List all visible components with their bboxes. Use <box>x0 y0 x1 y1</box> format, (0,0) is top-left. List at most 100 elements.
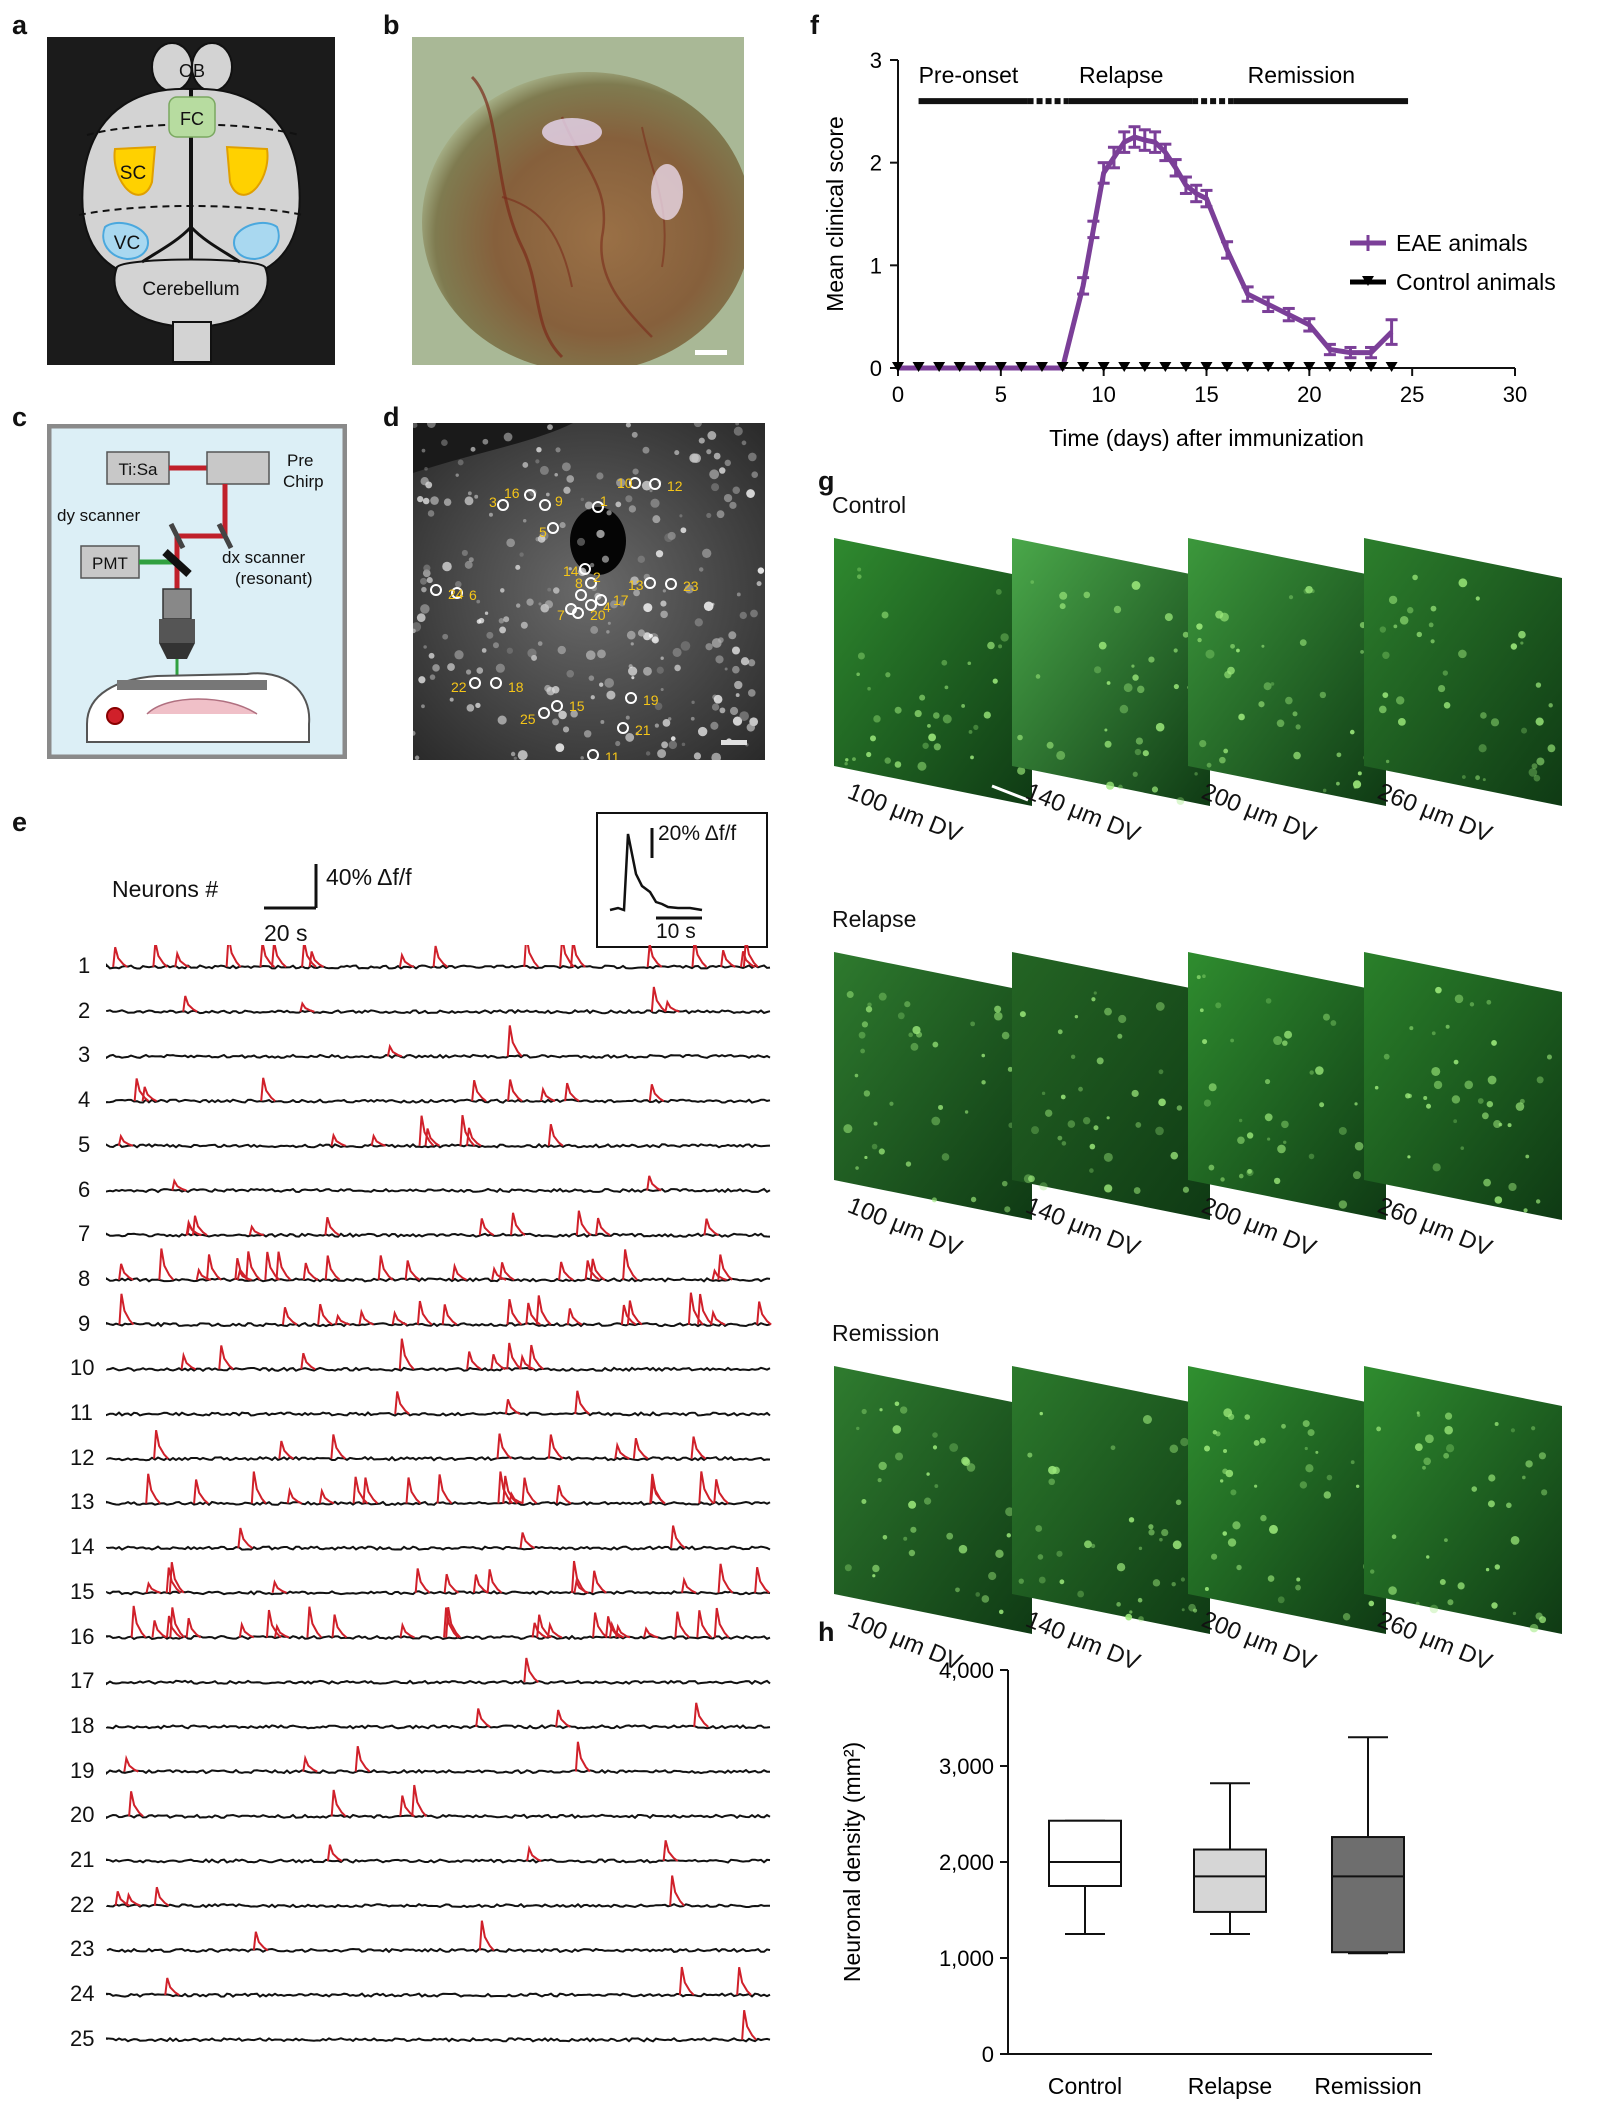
calcium-event <box>471 1079 487 1102</box>
calcium-event <box>698 1471 715 1505</box>
calcium-event <box>271 1579 287 1594</box>
calcium-event <box>352 1476 369 1505</box>
trace-line <box>106 1634 771 1641</box>
roi-circle <box>579 563 591 575</box>
calcium-event <box>693 1702 709 1728</box>
calcium-event <box>547 1434 564 1460</box>
calcium-event <box>713 1607 730 1639</box>
calcium-event <box>317 1303 333 1326</box>
calcium-event <box>605 1616 621 1639</box>
calcium-event <box>678 1966 695 1996</box>
trace-line <box>106 1724 771 1730</box>
prechirp-label-1: Pre <box>287 451 313 470</box>
calcium-event <box>650 986 667 1013</box>
calcium-event <box>459 1114 476 1147</box>
scale-x-label: 20 s <box>264 920 308 946</box>
calcium-event <box>632 1437 649 1460</box>
trace-line <box>106 1902 770 1909</box>
roi-circle <box>644 577 656 589</box>
scale-bar <box>721 740 747 745</box>
calcium-event <box>486 1569 503 1594</box>
calcium-event <box>451 1262 468 1281</box>
neuron-number: 11 <box>70 1400 93 1425</box>
neuron-number: 25 <box>70 2025 95 2051</box>
calcium-event <box>564 1082 580 1102</box>
trace-line <box>106 1455 771 1462</box>
calcium-event <box>330 1434 347 1460</box>
calcium-event <box>696 1610 713 1639</box>
calcium-event <box>664 999 680 1013</box>
y-tick-label: 3 <box>870 48 882 73</box>
calcium-event <box>158 1248 175 1281</box>
neuron-number: 15 <box>70 1578 95 1604</box>
calcium-event <box>171 1178 187 1192</box>
calcium-event <box>324 1255 341 1281</box>
calcium-event <box>245 1251 262 1281</box>
calcium-event <box>558 1261 574 1281</box>
calcium-event <box>687 1292 704 1326</box>
stack-row-label: Remission <box>832 1320 940 1346</box>
calcium-event <box>195 1267 212 1281</box>
calcium-event <box>466 1351 482 1371</box>
calcium-event <box>330 1132 346 1147</box>
dy-scanner-label: dy scanner <box>57 506 140 525</box>
calcium-event <box>741 2009 757 2041</box>
calcium-event <box>362 1477 379 1505</box>
control-point <box>1262 362 1275 372</box>
calcium-event <box>168 1562 185 1594</box>
calcium-event <box>528 1344 544 1371</box>
neuron-number: 9 <box>78 1310 91 1336</box>
trace-line <box>106 1813 771 1820</box>
microscope-setup-schematic: Ti:Sa Pre Chirp dy scanner dx scanner (r… <box>47 424 347 759</box>
phase-label: Remission <box>1248 62 1355 88</box>
control-point <box>1159 362 1172 372</box>
neuron-number: 23 <box>70 1936 95 1962</box>
calcium-event <box>478 1218 495 1237</box>
calcium-event <box>399 1795 415 1818</box>
calcium-event <box>720 949 736 968</box>
calcium-event <box>358 1308 374 1326</box>
calcium-event <box>519 1532 536 1549</box>
calcium-event <box>145 1580 161 1594</box>
roi-circle <box>539 499 551 511</box>
roi-label: 6 <box>469 587 477 603</box>
calcium-event <box>443 1607 459 1639</box>
neuron-number: 1 <box>78 953 91 978</box>
calcium-event <box>648 1084 665 1102</box>
control-point <box>1015 362 1028 372</box>
calcium-event <box>478 1920 495 1952</box>
neuron-number: 6 <box>78 1176 91 1202</box>
neuron-number: 10 <box>70 1355 95 1381</box>
roi-circle <box>430 584 442 596</box>
trace-line <box>106 1232 771 1238</box>
trace-line <box>106 1411 771 1417</box>
trace-line <box>106 1098 771 1104</box>
calcium-traces <box>106 945 772 2043</box>
neuron-number: 4 <box>78 1087 91 1113</box>
calcium-event <box>248 1224 265 1237</box>
scale-bar <box>991 784 1029 802</box>
calcium-event <box>499 1262 515 1281</box>
neurons-header: Neurons # <box>112 876 219 902</box>
roi-circle <box>538 707 550 719</box>
roi-circle <box>585 599 597 611</box>
panel-label-g: g <box>818 466 835 496</box>
calcium-event <box>398 1338 415 1370</box>
depth-image <box>834 952 1032 1220</box>
calcium-event <box>300 1352 316 1371</box>
roi-circle <box>595 594 607 606</box>
roi-circle <box>585 577 597 589</box>
y-tick-label: 0 <box>870 356 882 381</box>
calcium-event <box>391 1309 408 1326</box>
x-tick-label: 10 <box>1091 382 1115 407</box>
calcium-event <box>302 1262 319 1281</box>
depth-image <box>1012 952 1210 1220</box>
roi-label: 1 <box>600 493 608 509</box>
control-point <box>1077 362 1090 372</box>
trace-line <box>106 1545 771 1551</box>
control-point <box>1056 362 1069 372</box>
control-point <box>1344 362 1357 372</box>
stack-row-label: Control <box>832 492 907 518</box>
calcium-event <box>286 1486 303 1505</box>
calcium-event <box>525 1302 541 1326</box>
